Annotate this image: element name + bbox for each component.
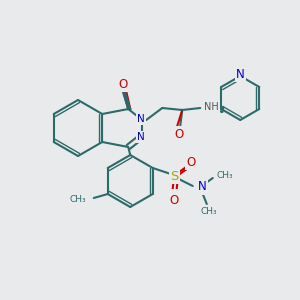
Text: NH: NH [204,102,219,112]
Text: O: O [169,194,178,206]
Text: O: O [175,128,184,140]
Text: N: N [137,114,145,124]
Text: N: N [236,68,244,80]
Text: CH₃: CH₃ [69,196,86,205]
Text: O: O [118,77,128,91]
Text: N: N [198,181,206,194]
Text: CH₃: CH₃ [200,208,217,217]
Text: CH₃: CH₃ [217,172,233,181]
Text: O: O [117,76,126,89]
Text: O: O [186,155,195,169]
Text: S: S [171,169,179,182]
Text: N: N [137,132,145,142]
